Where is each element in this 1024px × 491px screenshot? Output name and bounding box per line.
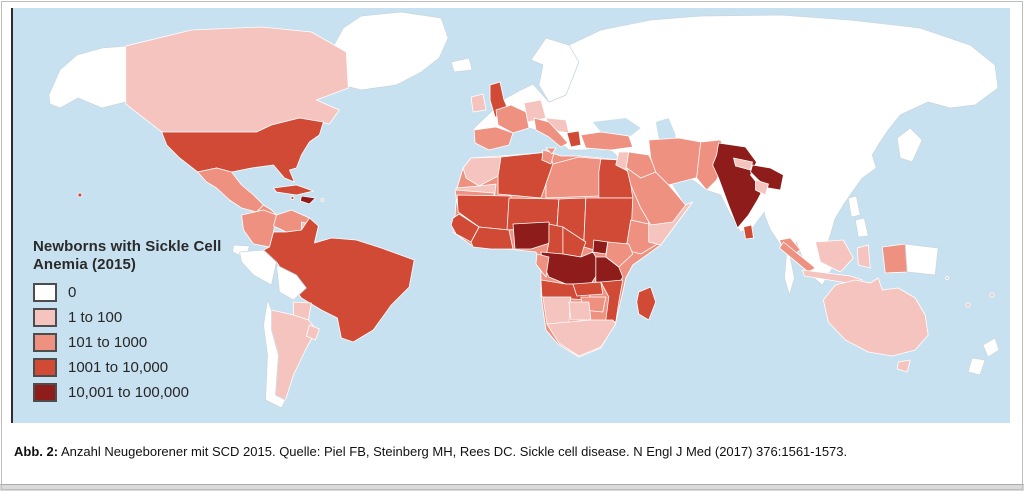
caption-text: Anzahl Neugeborener mit SCD 2015. Quelle… xyxy=(58,444,848,459)
world-map xyxy=(13,8,1010,423)
legend-title-line2: Anemia (2015) xyxy=(33,255,137,273)
black-sea xyxy=(592,118,641,136)
region-zambia xyxy=(572,281,604,297)
region-west-papua xyxy=(881,243,908,274)
region-solomon-islands xyxy=(945,276,950,280)
region-tasmania xyxy=(896,359,911,373)
region-hispaniola xyxy=(300,195,316,205)
world-map-frame xyxy=(11,8,1010,423)
region-jamaica xyxy=(290,196,295,200)
region-new-zealand-south xyxy=(967,357,986,376)
region-borneo xyxy=(814,239,854,273)
region-sri-lanka xyxy=(743,224,754,240)
region-madagascar xyxy=(636,286,657,321)
region-sicily xyxy=(545,147,557,155)
caption-prefix: Abb. 2: xyxy=(14,444,59,459)
region-cuba xyxy=(273,184,314,196)
region-chile xyxy=(263,299,286,409)
region-italy xyxy=(533,117,569,148)
region-nigeria xyxy=(512,221,554,250)
legend-label-3: 1001 to 10,000 xyxy=(68,359,169,377)
legend-title: Newborns with Sickle Cell Anemia (2015) xyxy=(33,238,273,273)
region-mozambique xyxy=(600,279,624,323)
region-peru xyxy=(239,249,277,286)
region-scandinavia xyxy=(530,37,580,103)
legend-swatch-0 xyxy=(33,283,57,303)
region-uganda xyxy=(592,239,609,255)
region-arabia xyxy=(626,167,687,226)
region-papua-new-guinea xyxy=(904,243,939,276)
region-greenland xyxy=(331,11,449,91)
legend-swatch-1 xyxy=(33,308,57,328)
region-bolivia xyxy=(276,264,307,301)
legend-row-2: 101 to 1000 xyxy=(33,330,273,355)
region-sulawesi xyxy=(856,244,871,269)
region-namibia xyxy=(542,296,572,325)
legend-row-4: 10,001 to 100,000 xyxy=(33,380,273,405)
legend-label-0: 0 xyxy=(68,284,77,302)
region-france xyxy=(495,104,530,134)
region-fiji xyxy=(989,292,995,298)
region-philippines-north xyxy=(847,195,861,218)
region-turkey xyxy=(580,131,634,151)
legend-row-3: 1001 to 10,000 xyxy=(33,355,273,380)
region-ne-india-myanmar xyxy=(750,164,784,191)
legend-swatch-2 xyxy=(33,333,57,353)
bottom-scrollbar[interactable] xyxy=(0,484,1024,491)
legend-row-0: 0 xyxy=(33,280,273,305)
region-iceland xyxy=(450,57,473,73)
region-australia xyxy=(822,277,929,357)
region-new-zealand-north xyxy=(982,337,1000,358)
region-central-african-republic xyxy=(562,226,587,258)
region-puerto-rico xyxy=(320,198,325,202)
legend-rows: 0 1 to 100 101 to 1000 1001 to 10,000 10… xyxy=(33,280,273,405)
legend-title-line1: Newborns with Sickle Cell xyxy=(33,238,222,255)
region-kenya xyxy=(605,241,634,268)
region-uruguay xyxy=(306,324,320,341)
legend-row-1: 1 to 100 xyxy=(33,305,273,330)
legend-swatch-4 xyxy=(33,383,57,403)
region-south-africa xyxy=(546,319,617,357)
region-iran xyxy=(648,137,707,186)
region-ghana-cote-divoire xyxy=(470,226,514,250)
region-nepal xyxy=(733,157,753,171)
region-bangladesh xyxy=(755,179,769,196)
region-new-caledonia xyxy=(965,302,971,308)
region-iberia xyxy=(473,126,514,151)
legend-swatch-3 xyxy=(33,358,57,378)
region-greece xyxy=(566,130,582,148)
region-gabon-congo xyxy=(535,253,550,278)
legend-label-1: 1 to 100 xyxy=(68,309,123,327)
legend-label-4: 10,001 to 100,000 xyxy=(68,384,189,402)
map-legend: Newborns with Sickle Cell Anemia (2015) … xyxy=(33,238,273,405)
region-philippines-south xyxy=(854,217,869,238)
region-botswana xyxy=(568,301,592,321)
region-hawaii xyxy=(77,192,83,198)
region-ireland xyxy=(470,93,487,113)
legend-label-2: 101 to 1000 xyxy=(68,334,148,352)
region-japan xyxy=(896,127,923,163)
figure-caption: Abb. 2: Anzahl Neugeborener mit SCD 2015… xyxy=(14,444,1010,459)
region-canada xyxy=(125,26,349,133)
